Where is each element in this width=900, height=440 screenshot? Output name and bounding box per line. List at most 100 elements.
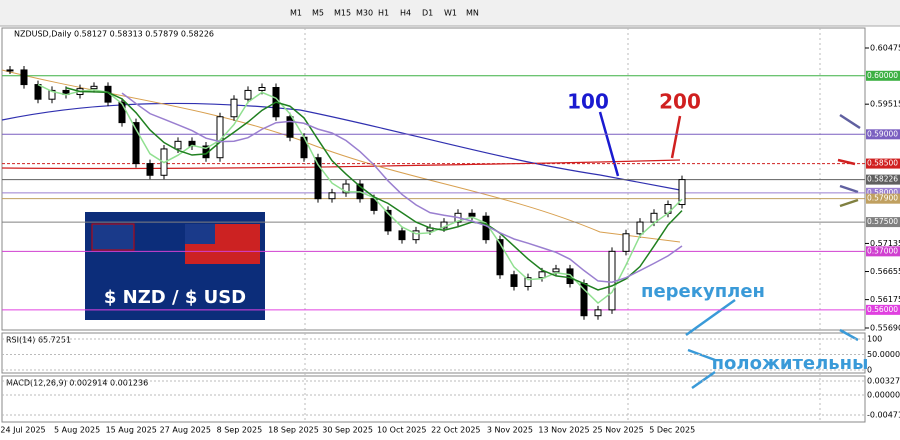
candle — [328, 192, 336, 200]
level-label: 0.57000 — [867, 246, 898, 255]
price-label: 0.56655 — [870, 267, 900, 276]
level-label: 0.60000 — [867, 71, 898, 80]
date-label: 5 Aug 2025 — [54, 426, 100, 435]
level-box — [866, 70, 900, 81]
level-label: 0.58226 — [867, 175, 898, 184]
candle — [342, 183, 350, 194]
level-box — [866, 304, 900, 315]
chart-header: NZDUSD,Daily 0.58127 0.58313 0.57879 0.5… — [14, 30, 214, 39]
timeframe-button[interactable]: D1 — [422, 9, 433, 18]
level-box — [866, 217, 900, 228]
candle — [482, 215, 490, 241]
arrows — [598, 111, 861, 390]
annotation: положительны — [712, 353, 869, 374]
date-label: 5 Dec 2025 — [649, 426, 695, 435]
candle — [244, 89, 252, 100]
level-label: 0.56000 — [867, 305, 898, 314]
candle — [524, 277, 532, 287]
macd-header: MACD(12,26,9) 0.002914 0.001236 — [6, 379, 148, 388]
date-label: 8 Sep 2025 — [217, 426, 263, 435]
candle — [174, 140, 182, 150]
price-label: 0.59515 — [870, 100, 900, 109]
level-box — [866, 193, 900, 204]
logo-text: $ NZD / $ USD — [104, 287, 246, 308]
candle — [258, 86, 266, 91]
rsi-panel — [1, 332, 866, 374]
date-label: 30 Sep 2025 — [322, 426, 373, 435]
level-box — [866, 129, 900, 140]
timeframe-button[interactable]: H4 — [400, 9, 411, 18]
candle — [230, 98, 238, 118]
level-label: 0.58000 — [867, 188, 898, 197]
timeframe-button[interactable]: W1 — [444, 9, 457, 18]
candle — [146, 163, 154, 176]
price-label: 0.56175 — [870, 295, 900, 304]
indicator-label: -0.004715 — [867, 411, 900, 420]
date-label: 25 Nov 2025 — [592, 426, 643, 435]
candle — [496, 239, 504, 276]
candle — [468, 212, 476, 217]
candle — [552, 268, 560, 273]
timeframe-button[interactable]: M5 — [312, 9, 324, 18]
macd-panel — [1, 375, 866, 423]
candle — [678, 179, 686, 206]
moving-average — [121, 92, 683, 283]
level-label: 0.57500 — [867, 217, 898, 226]
candle — [566, 268, 574, 285]
timeframe-button[interactable]: M1 — [290, 9, 302, 18]
level-label: 0.59000 — [867, 129, 898, 138]
price-label: 0.57135 — [870, 239, 900, 248]
indicator-label: 100 — [867, 335, 882, 344]
date-label: 22 Oct 2025 — [431, 426, 480, 435]
candle — [636, 221, 644, 235]
indicator-label: 50.0000 — [867, 350, 900, 359]
candle — [412, 230, 420, 241]
timeframe-button[interactable]: M30 — [356, 9, 373, 18]
moving-average — [65, 87, 683, 291]
annotation: перекуплен — [641, 281, 765, 302]
candle — [398, 230, 406, 241]
toolbar — [0, 0, 900, 26]
candle — [48, 89, 56, 100]
annotation: 200 — [659, 90, 701, 114]
ma100-line — [1, 102, 681, 191]
level-box — [866, 174, 900, 185]
candle — [594, 309, 602, 317]
candle — [6, 69, 14, 72]
level-box — [866, 158, 900, 169]
indicator-label: 0 — [867, 366, 872, 375]
timeframe-button[interactable]: H1 — [378, 9, 389, 18]
candle — [90, 85, 98, 90]
date-label: 10 Oct 2025 — [377, 426, 426, 435]
date-label: 3 Nov 2025 — [487, 426, 533, 435]
date-label: 13 Nov 2025 — [538, 426, 589, 435]
candle — [118, 101, 126, 124]
annotation: 100 — [567, 90, 609, 114]
date-label: 18 Sep 2025 — [268, 426, 319, 435]
candle — [538, 271, 546, 279]
candle — [314, 157, 322, 200]
price-label: 0.60475 — [870, 44, 900, 53]
candle — [608, 250, 616, 311]
price-label: 0.55690 — [870, 324, 900, 333]
level-label: 0.58500 — [867, 159, 898, 168]
level-box — [866, 246, 900, 257]
timeframe-button[interactable]: MN — [466, 9, 479, 18]
timeframe-button[interactable]: M15 — [334, 9, 351, 18]
logo: $ NZD / $ USD — [85, 212, 265, 320]
indicator-label: 0.003277 — [867, 377, 900, 386]
candle — [650, 212, 658, 223]
rsi-header: RSI(14) 65.7251 — [6, 336, 71, 345]
candle — [132, 122, 140, 165]
candle — [622, 233, 630, 252]
level-box — [866, 187, 900, 198]
candle — [286, 116, 294, 138]
candle — [510, 274, 518, 287]
candle — [34, 84, 42, 100]
level-label: 0.57900 — [867, 194, 898, 203]
candle — [20, 69, 28, 86]
date-label: 27 Aug 2025 — [160, 426, 211, 435]
